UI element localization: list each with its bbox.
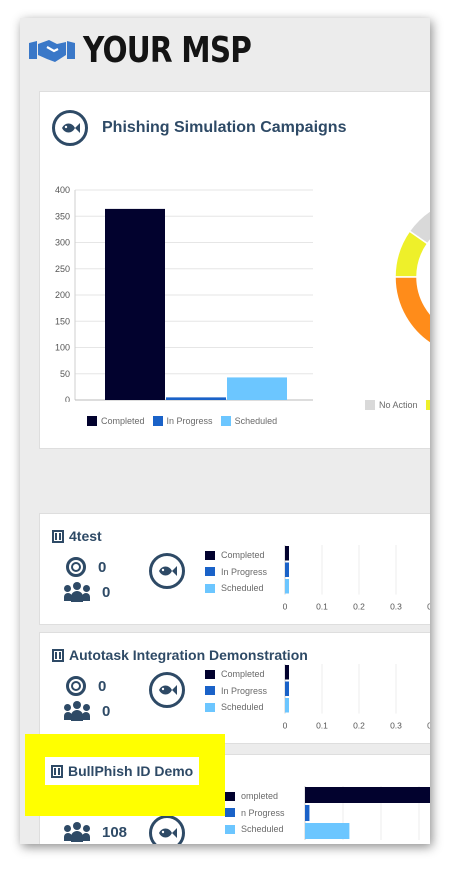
bar-in-progress bbox=[305, 805, 310, 821]
legend-item-completed: ompleted bbox=[225, 788, 285, 805]
y-tick-label: 250 bbox=[55, 264, 70, 274]
legend-item-no-action: No Action bbox=[365, 400, 418, 410]
fish-icon bbox=[149, 553, 185, 589]
mini-legend: Completed In Progress Scheduled bbox=[205, 666, 267, 716]
y-tick-label: 150 bbox=[55, 316, 70, 326]
bar-completed bbox=[285, 546, 289, 561]
x-tick-label: 0.1 bbox=[316, 721, 328, 731]
target-icon bbox=[66, 676, 86, 696]
legend-item-completed: Completed bbox=[205, 547, 267, 564]
bar-completed bbox=[285, 665, 289, 680]
target-icon bbox=[66, 557, 86, 577]
slice-clicked bbox=[394, 276, 430, 344]
building-icon bbox=[52, 529, 64, 543]
y-tick-label: 400 bbox=[55, 185, 70, 195]
legend-item-in-progress: n Progress bbox=[225, 805, 285, 822]
users-stat: 0 bbox=[64, 701, 110, 721]
bar-scheduled bbox=[227, 377, 287, 400]
legend-item-scheduled: Scheduled bbox=[205, 580, 267, 597]
bar-in-progress bbox=[285, 562, 289, 577]
x-tick-label: 0 bbox=[283, 602, 288, 612]
bar-chart-legend: Completed In Progress Scheduled bbox=[87, 416, 285, 426]
campaign-title[interactable]: Autotask Integration Demonstration bbox=[52, 647, 308, 663]
campaign-status-bar-chart: 0 50 100 150 200 250 300 350 400 bbox=[55, 185, 313, 402]
panel-title: Phishing Simulation Campaigns bbox=[102, 119, 347, 136]
legend-item-scheduled: Scheduled bbox=[220, 416, 277, 426]
y-tick-label: 50 bbox=[60, 369, 70, 379]
brand-header: YOUR MSP bbox=[27, 26, 288, 74]
users-icon bbox=[64, 822, 90, 842]
mini-legend: ompleted n Progress Scheduled bbox=[225, 788, 285, 838]
x-tick-label: 0 bbox=[283, 721, 288, 731]
users-icon bbox=[64, 701, 90, 721]
fish-icon bbox=[52, 110, 88, 146]
x-tick-label: 0.3 bbox=[390, 721, 402, 731]
x-tick-label: 0.1 bbox=[316, 602, 328, 612]
highlighted-campaign-title[interactable]: BullPhish ID Demo bbox=[45, 757, 200, 785]
y-tick-label: 100 bbox=[55, 343, 70, 353]
mini-legend: Completed In Progress Scheduled bbox=[205, 547, 267, 597]
highlight-callout: BullPhish ID Demo bbox=[25, 734, 225, 816]
campaign-status-mini-chart: 0 0.1 0.2 0.3 0.4 bbox=[283, 664, 430, 731]
targets-stat: 0 bbox=[66, 676, 106, 696]
campaign-status-mini-chart: 0 0.1 0.2 0.3 0.4 bbox=[283, 545, 430, 612]
x-tick-label: 0.4 bbox=[427, 602, 430, 612]
brand-title: YOUR MSP bbox=[83, 29, 252, 71]
users-stat: 108 bbox=[64, 822, 127, 842]
x-tick-label: 0.4 bbox=[427, 721, 430, 731]
legend-item-in-progress: In Progress bbox=[205, 683, 267, 700]
bar-completed bbox=[105, 208, 165, 400]
bar-in-progress bbox=[166, 397, 226, 400]
y-tick-label: 300 bbox=[55, 238, 70, 248]
x-tick-label: 0.2 bbox=[353, 721, 365, 731]
building-icon bbox=[51, 764, 63, 778]
bar-scheduled bbox=[305, 823, 350, 839]
campaign-title[interactable]: 4test bbox=[52, 528, 102, 544]
bar-in-progress bbox=[285, 681, 289, 696]
users-icon bbox=[64, 582, 90, 602]
x-tick-label: 0.2 bbox=[353, 602, 365, 612]
campaign-card[interactable]: Autotask Integration Demonstration 0 0 C… bbox=[39, 632, 430, 744]
fish-icon bbox=[149, 672, 185, 708]
bar-scheduled bbox=[285, 579, 289, 594]
y-tick-label: 0 bbox=[65, 395, 70, 402]
legend-item-scheduled: Scheduled bbox=[205, 699, 267, 716]
x-tick-label: 0.3 bbox=[390, 602, 402, 612]
legend-item-in-progress: In Progress bbox=[205, 564, 267, 581]
phishing-campaigns-panel: Phishing Simulation Campaigns 0 50 100 150 2… bbox=[39, 91, 430, 449]
fish-icon bbox=[149, 815, 185, 844]
y-tick-label: 200 bbox=[55, 290, 70, 300]
y-tick-label: 350 bbox=[55, 211, 70, 221]
legend-item-completed: Completed bbox=[205, 666, 267, 683]
campaign-results-donut-chart bbox=[394, 210, 430, 344]
bar-scheduled bbox=[285, 698, 289, 713]
campaign-card[interactable]: 4test 0 0 Completed In Progress Schedule… bbox=[39, 513, 430, 625]
building-icon bbox=[52, 648, 64, 662]
donut-legend: No Action bbox=[365, 400, 430, 410]
legend-item-scheduled: Scheduled bbox=[225, 821, 285, 838]
users-stat: 0 bbox=[64, 582, 110, 602]
legend-item-completed: Completed bbox=[87, 416, 145, 426]
targets-stat: 0 bbox=[66, 557, 106, 577]
screenshot-frame: YOUR MSP Phishing Simulation Campaigns 0… bbox=[20, 18, 430, 844]
handshake-logo-icon bbox=[29, 40, 75, 62]
legend-item-in-progress: In Progress bbox=[152, 416, 213, 426]
campaign-status-mini-chart bbox=[304, 786, 430, 840]
bar-completed bbox=[305, 787, 430, 803]
